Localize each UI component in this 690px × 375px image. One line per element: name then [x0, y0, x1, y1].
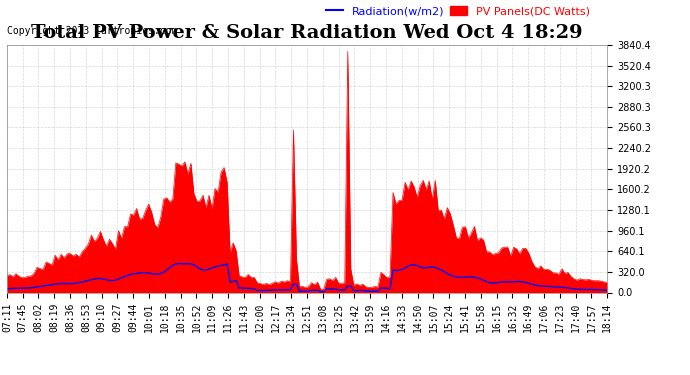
- Text: Copyright 2023 Cartronics.com: Copyright 2023 Cartronics.com: [7, 26, 177, 36]
- Legend: Radiation(w/m2), PV Panels(DC Watts): Radiation(w/m2), PV Panels(DC Watts): [326, 6, 590, 16]
- Title: Total PV Power & Solar Radiation Wed Oct 4 18:29: Total PV Power & Solar Radiation Wed Oct…: [31, 24, 583, 42]
